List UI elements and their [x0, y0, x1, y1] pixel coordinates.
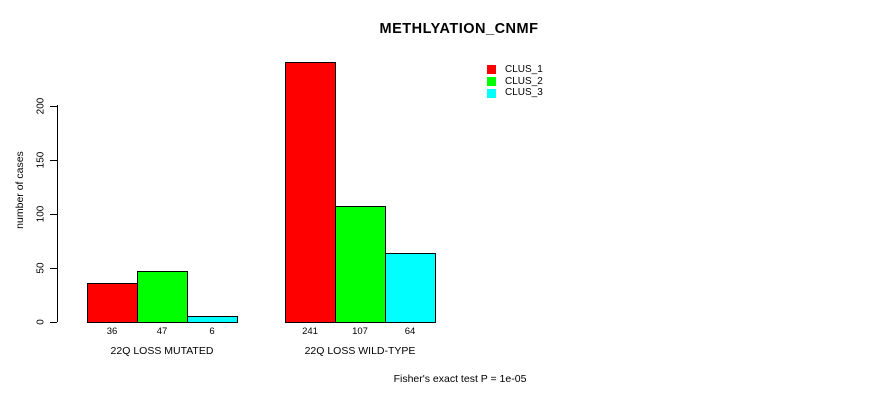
y-axis-tick-label: 150: [35, 151, 47, 169]
bar-value-label: 241: [302, 326, 318, 337]
y-axis-tick: [50, 214, 57, 215]
y-axis-tick-label: 50: [35, 262, 47, 274]
category-label: 22Q LOSS MUTATED: [110, 345, 214, 357]
bar-value-label: 107: [352, 326, 368, 337]
y-axis-label: number of cases: [14, 151, 26, 229]
bar: [187, 316, 238, 323]
legend-label: CLUS_3: [505, 87, 543, 99]
legend-row: CLUS_1: [487, 64, 543, 76]
bar: [87, 283, 138, 323]
y-axis-tick: [50, 106, 57, 107]
footer-note: Fisher's exact test P = 1e-05: [393, 373, 527, 385]
bar-value-label: 6: [209, 326, 215, 337]
legend-label: CLUS_2: [505, 75, 543, 87]
y-axis-tick-label: 0: [35, 319, 47, 325]
bar: [335, 206, 386, 323]
legend-label: CLUS_1: [505, 64, 543, 75]
y-axis-tick: [50, 160, 57, 161]
bar-value-label: 36: [106, 326, 118, 337]
legend-swatch: [487, 88, 496, 98]
category-label: 22Q LOSS WILD-TYPE: [304, 345, 416, 357]
legend-swatch: [487, 77, 496, 87]
y-axis-line: [57, 105, 58, 322]
bar-value-label: 47: [156, 326, 168, 337]
legend-swatch: [487, 65, 496, 75]
legend-row: CLUS_2: [487, 76, 543, 88]
legend-row: CLUS_3: [487, 87, 543, 99]
bar-value-label: 64: [404, 326, 416, 337]
y-axis-tick: [50, 322, 57, 323]
y-axis-tick: [50, 268, 57, 269]
bar: [137, 271, 188, 323]
legend: CLUS_1 CLUS_2 CLUS_3: [487, 64, 543, 99]
bar: [285, 62, 336, 323]
y-axis-tick-label: 200: [35, 97, 47, 115]
y-axis-tick-label: 100: [35, 205, 47, 223]
bar: [385, 253, 436, 323]
chart-title: METHLYATION_CNMF: [379, 21, 539, 37]
